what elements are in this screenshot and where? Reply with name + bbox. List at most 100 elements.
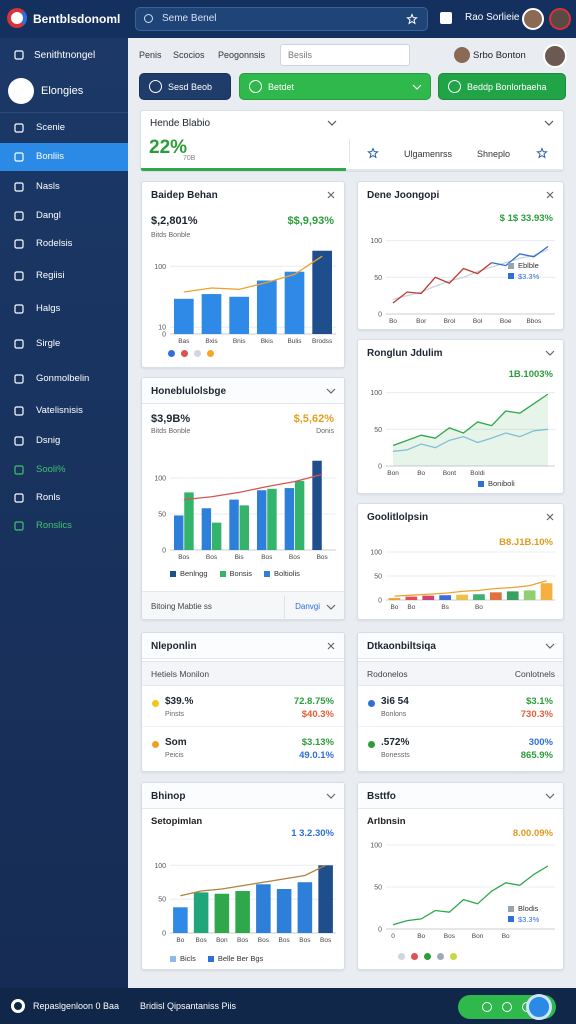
icon[interactable] — [326, 190, 336, 200]
x-tick-label: Bulis — [287, 338, 302, 345]
sidebar-item[interactable]: Scenie — [36, 122, 66, 133]
legend-item: Bonsis — [219, 570, 252, 578]
table-header: Rodonelos Conlotnels — [358, 661, 563, 686]
x-tick-label: Bos — [299, 937, 311, 944]
avatar — [522, 8, 544, 30]
y-tick-label: 0 — [162, 548, 166, 555]
pill-icon — [482, 1002, 492, 1012]
bar — [422, 595, 435, 600]
kpi-value: 1B.1003% — [508, 369, 553, 380]
chart: 010 100 Bas Bxis Bnis Bkis Bulis Brodss — [154, 250, 336, 345]
legend-label: Boltiolis — [274, 569, 300, 578]
toolbar-button[interactable]: Betdet — [239, 73, 431, 100]
icon[interactable] — [545, 348, 555, 358]
icon[interactable] — [326, 641, 336, 651]
icon[interactable] — [545, 512, 555, 522]
legend-item: Blodis — [508, 905, 539, 913]
x-tick-label: Bos — [237, 937, 249, 944]
icon-shape — [326, 604, 336, 610]
brand-icon — [8, 78, 34, 104]
toolbar-input[interactable]: Besils — [280, 44, 410, 66]
summary-tab[interactable]: Shneplo — [477, 149, 511, 159]
button-label: Sesd Beob — [168, 82, 213, 92]
footer-text: Bitoing Mabtie ss — [151, 602, 212, 611]
sidebar-item[interactable]: Ronls — [36, 492, 61, 503]
sidebar-item[interactable]: Vatelisnisis — [36, 405, 83, 416]
bar — [284, 488, 295, 550]
card-title: Baidep Behan — [151, 190, 218, 201]
legend-dot — [450, 953, 457, 960]
icon-shape — [545, 643, 555, 649]
bar — [267, 488, 277, 550]
legend-swatch — [478, 480, 484, 487]
legend-dot — [181, 350, 188, 357]
x-tick-label: Bis — [235, 554, 245, 561]
sidebar-item[interactable]: Nasls — [36, 181, 60, 192]
card-header — [142, 633, 344, 659]
toolbar-tab[interactable]: Peogonnsis — [218, 50, 266, 60]
x-tick-label: Bos — [289, 554, 301, 561]
icon-shape — [544, 120, 554, 126]
toolbar-tab[interactable]: Penis — [139, 50, 162, 60]
footer-select[interactable]: Danvgi — [295, 602, 320, 611]
icon[interactable] — [326, 386, 336, 396]
sidebar-item[interactable]: Regiisi — [36, 270, 65, 281]
sidebar-item[interactable]: Gonmolbelin — [36, 373, 90, 384]
line — [491, 246, 549, 267]
icon[interactable] — [326, 791, 336, 801]
icon-shape — [406, 13, 418, 25]
x-tick-label: Bos — [258, 937, 270, 944]
icon-shape — [327, 191, 335, 199]
sidebar-item[interactable]: Sooli% — [36, 464, 66, 475]
icon-shape — [546, 513, 554, 521]
legend-swatch — [508, 916, 514, 923]
line — [183, 473, 323, 501]
sidebar-item[interactable]: Sirgle — [36, 338, 61, 349]
card: Bhinop Setopimlan 1 3.2.30% 0 50 100 Bo Bos Bon B… — [141, 782, 345, 970]
card-title: Ronglun Jdulim — [367, 348, 443, 359]
legend-swatch — [264, 570, 271, 577]
row-label: .572% — [381, 737, 410, 748]
x-tick-label: Bs — [441, 604, 449, 611]
x-tick-label: Bbos — [526, 318, 542, 325]
icon-shape — [14, 436, 24, 446]
sidebar-item[interactable]: Dangl — [36, 210, 61, 221]
bar — [473, 594, 485, 600]
kpi-value: $3,9B% — [151, 413, 191, 425]
summary-tab[interactable]: Ulgamenrss — [404, 149, 453, 159]
summary-value: 22% — [149, 137, 188, 158]
legend-label: Blodis — [518, 904, 539, 913]
line — [392, 262, 493, 304]
sidebar-item[interactable]: Dsnig — [36, 435, 61, 446]
x-tick-label: Bos — [196, 937, 208, 944]
icon[interactable] — [545, 190, 555, 200]
legend-label: Eblble — [518, 261, 539, 270]
icon[interactable] — [545, 791, 555, 801]
toolbar-button[interactable]: Sesd Beob — [139, 73, 231, 100]
legend-dot — [411, 953, 418, 960]
sidebar-item[interactable]: Bonliis — [36, 151, 64, 162]
sidebar-item[interactable]: Rodelsis — [36, 238, 73, 249]
y-tick-label: 10 — [158, 325, 166, 332]
icon — [406, 13, 418, 25]
divider — [284, 596, 285, 618]
card-header — [142, 783, 344, 809]
chart: 0 50 100 Bo Bos Bon Bos Bos Bos Bos Bos — [154, 863, 336, 944]
card: Goolitlolpsin B8.J1B.10% 0 50 100 Bo Bo Bs Bo — [357, 503, 564, 620]
search-box[interactable]: Seme Benel — [135, 7, 428, 31]
sidebar-item[interactable]: Halgs — [36, 303, 61, 314]
toolbar-tab[interactable]: Scocios — [173, 50, 205, 60]
icon — [14, 339, 24, 349]
card-subtitle: Arlbnsin — [367, 816, 406, 827]
x-tick-label: 0 — [391, 933, 395, 940]
icon — [14, 239, 24, 249]
icon[interactable] — [545, 641, 555, 651]
bar — [405, 596, 418, 600]
toolbar-button[interactable]: Beddp Bonlorbaeha — [438, 73, 566, 100]
icon-shape — [326, 388, 336, 394]
chart: 0 50 100 Bon Bo Bont Boldi — [370, 390, 555, 477]
bar — [211, 522, 222, 550]
row-dot — [152, 741, 159, 748]
sidebar-item[interactable]: Ronslics — [36, 520, 72, 531]
